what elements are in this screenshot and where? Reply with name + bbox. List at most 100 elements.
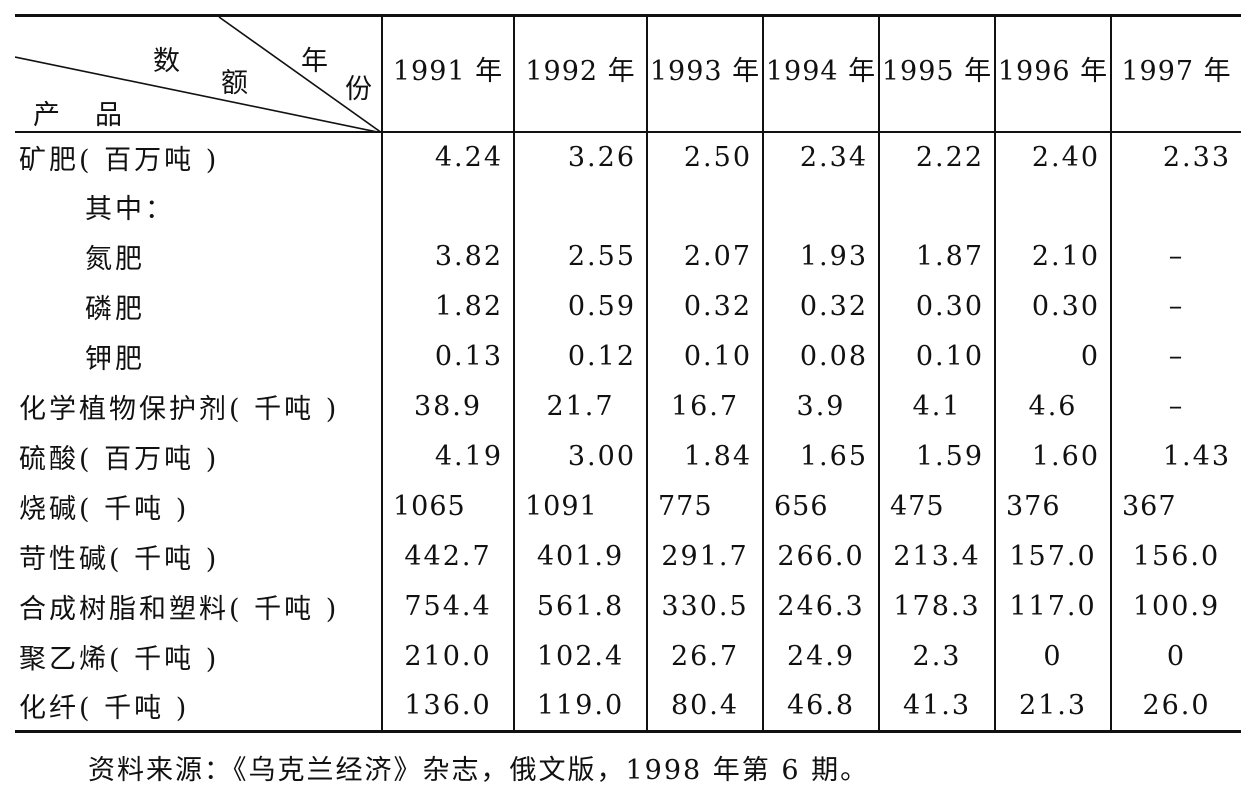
diagonal-header-cell: 数 额 年 份 产 品	[15, 14, 382, 133]
header-row: 数 额 年 份 产 品 1991 年 1992 年 1993 年 1994 年 …	[15, 14, 1241, 133]
value-cell: 1.59	[878, 431, 995, 482]
value-cell: 0.12	[513, 331, 647, 382]
value-cell	[994, 181, 1111, 232]
product-name-cell: 氮肥	[85, 244, 145, 275]
diag-label-e: 额	[221, 68, 248, 99]
value-cell	[878, 181, 995, 232]
value-cell: 1.65	[762, 431, 879, 482]
value-cell: 0	[994, 631, 1111, 682]
value-cell: 246.3	[762, 581, 879, 632]
value-cell: 2.3	[878, 631, 995, 682]
table-body: 矿肥( 百万吨 ) 4.24 3.26 2.50 2.34 2.22 2.40 2.33 其中：…	[15, 131, 1241, 733]
value-cell: 2.34	[762, 131, 879, 182]
value-cell: 0.30	[878, 281, 995, 332]
table-row: 其中：	[15, 181, 1241, 232]
table-row: 钾肥 0.13 0.12 0.10 0.08 0.10 0–	[15, 331, 1241, 382]
product-name-cell: 其中：	[85, 194, 175, 225]
value-cell: –	[1110, 231, 1241, 282]
value-cell: 1.84	[646, 431, 763, 482]
value-cell: 0	[994, 331, 1111, 382]
diag-label-fen: 份	[345, 74, 372, 105]
value-cell: 1.60	[994, 431, 1111, 482]
value-cell: 117.0	[994, 581, 1111, 632]
value-cell: 178.3	[878, 581, 995, 632]
value-cell: 376	[994, 481, 1111, 532]
value-cell: 2.07	[646, 231, 763, 282]
value-cell: 1.82	[381, 281, 514, 332]
table-row: 硫酸( 百万吨 ) 4.19 3.00 1.84 1.65 1.59 1.60 1.43	[15, 431, 1241, 482]
value-cell: 213.4	[878, 531, 995, 582]
value-cell: 442.7	[381, 531, 514, 582]
value-cell: 2.33	[1110, 131, 1241, 182]
table-row: 化学植物保护剂( 千吨 ) 38.9 21.7 16.7 3.9 4.1 4.6–	[15, 381, 1241, 432]
value-cell: 26.7	[646, 631, 763, 682]
product-name-cell: 聚乙烯( 千吨 )	[19, 644, 220, 675]
table-row: 化纤( 千吨 ) 136.0 119.0 80.4 46.8 41.3 21.3 26.0	[15, 681, 1241, 733]
table-row: 矿肥( 百万吨 ) 4.24 3.26 2.50 2.34 2.22 2.40 2.33	[15, 131, 1241, 182]
table-row: 磷肥 1.82 0.59 0.32 0.32 0.30 0.30–	[15, 281, 1241, 332]
year-header-1993: 1993 年	[646, 14, 763, 133]
value-cell: 0.32	[762, 281, 879, 332]
value-cell: 16.7	[646, 381, 763, 432]
year-header-1996: 1996 年	[994, 14, 1111, 133]
value-cell: 156.0	[1110, 531, 1241, 582]
value-cell: 0.59	[513, 281, 647, 332]
product-name-cell: 苛性碱( 千吨 )	[19, 544, 220, 575]
product-name-cell: 化学植物保护剂( 千吨 )	[19, 394, 340, 425]
value-cell: 102.4	[513, 631, 647, 682]
value-cell: –	[1110, 381, 1241, 432]
value-cell: 21.3	[994, 681, 1111, 733]
year-header-1991: 1991 年	[381, 14, 514, 133]
value-cell	[762, 181, 879, 232]
diag-label-shu: 数	[153, 46, 180, 77]
diag-label-nian: 年	[301, 46, 328, 77]
value-cell: 0.32	[646, 281, 763, 332]
value-cell: 80.4	[646, 681, 763, 733]
value-cell: 2.50	[646, 131, 763, 182]
year-header-1992: 1992 年	[513, 14, 647, 133]
value-cell: 266.0	[762, 531, 879, 582]
year-header-1995: 1995 年	[878, 14, 995, 133]
value-cell	[1110, 181, 1241, 232]
value-cell: 754.4	[381, 581, 514, 632]
product-name-cell: 钾肥	[85, 344, 145, 375]
value-cell: 24.9	[762, 631, 879, 682]
table-row: 苛性碱( 千吨 ) 442.7 401.9 291.7 266.0 213.4 157.0 1…	[15, 531, 1241, 582]
value-cell: 3.26	[513, 131, 647, 182]
value-cell: 4.24	[381, 131, 514, 182]
product-name-cell: 磷肥	[85, 294, 145, 325]
table-row: 烧碱( 千吨 ) 1065 1091 775 656 475 376 367	[15, 481, 1241, 532]
value-cell: 26.0	[1110, 681, 1241, 733]
value-cell: 0.10	[646, 331, 763, 382]
value-cell: 4.6	[994, 381, 1111, 432]
diagonal-lines	[15, 17, 382, 133]
source-note: 资料来源：《乌克兰经济》杂志，俄文版，1998 年第 6 期。	[88, 755, 870, 786]
year-header-1997: 1997 年	[1110, 14, 1241, 133]
value-cell: –	[1110, 331, 1241, 382]
value-cell: 775	[646, 481, 763, 532]
table-row: 合成树脂和塑料( 千吨 ) 754.4 561.8 330.5 246.3 178.3 11…	[15, 581, 1241, 632]
product-name-cell: 矿肥( 百万吨 )	[19, 144, 220, 176]
value-cell: 157.0	[994, 531, 1111, 582]
product-name-cell: 合成树脂和塑料( 千吨 )	[19, 594, 340, 625]
value-cell: 21.7	[513, 381, 647, 432]
value-cell: 0.10	[878, 331, 995, 382]
value-cell: 1.43	[1110, 431, 1241, 482]
value-cell	[381, 181, 514, 232]
value-cell: 100.9	[1110, 581, 1241, 632]
value-cell: 330.5	[646, 581, 763, 632]
value-cell: 367	[1110, 481, 1241, 532]
value-cell: 401.9	[513, 531, 647, 582]
value-cell: 38.9	[381, 381, 514, 432]
value-cell: 2.22	[878, 131, 995, 182]
value-cell: 210.0	[381, 631, 514, 682]
value-cell: 475	[878, 481, 995, 532]
table-row: 聚乙烯( 千吨 ) 210.0 102.4 26.7 24.9 2.3 0 0	[15, 631, 1241, 682]
value-cell	[513, 181, 647, 232]
diag-label-pin: 品	[95, 100, 122, 131]
value-cell: 1065	[381, 481, 514, 532]
value-cell: 2.10	[994, 231, 1111, 282]
value-cell: 2.55	[513, 231, 647, 282]
diag-label-chan: 产	[33, 100, 60, 131]
year-header-1994: 1994 年	[762, 14, 879, 133]
